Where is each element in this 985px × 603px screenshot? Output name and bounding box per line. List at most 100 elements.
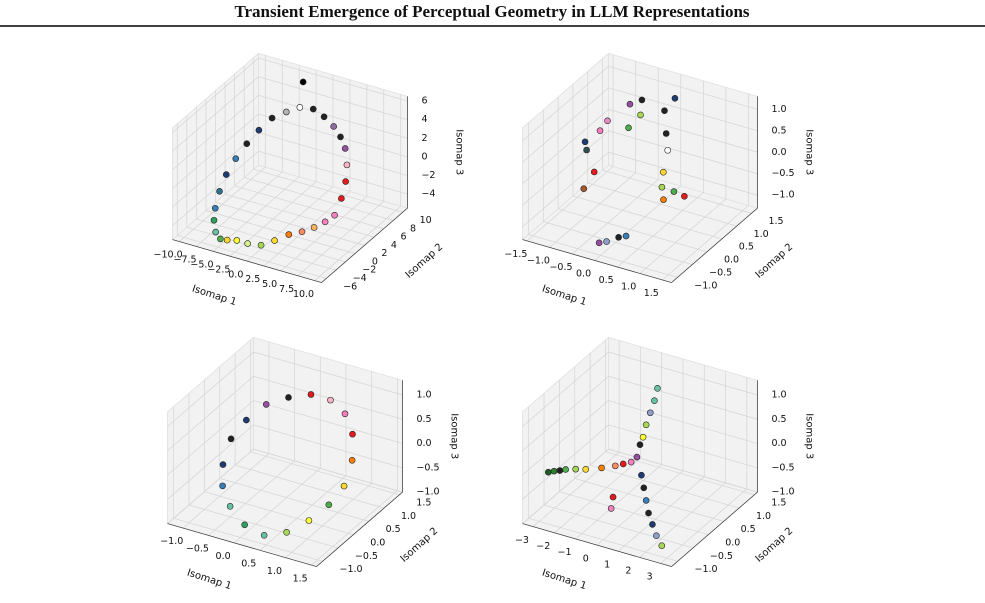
grid-line <box>575 464 662 540</box>
z-tick-label: 0.5 <box>771 414 786 425</box>
y-tick-label: 8 <box>410 223 416 234</box>
grid-line <box>234 185 384 230</box>
point <box>550 467 558 475</box>
point <box>582 465 590 473</box>
y-tick-label: 0 <box>372 256 378 267</box>
grid-line <box>258 132 408 176</box>
y-tick-label: −0.5 <box>710 551 733 562</box>
y-tick-label: 0.0 <box>724 255 739 266</box>
point <box>611 462 619 470</box>
point <box>227 435 235 443</box>
grid-line <box>522 351 609 427</box>
grid-line <box>608 65 758 110</box>
grid-line <box>205 210 356 254</box>
y-tick-label: 1.5 <box>416 498 431 509</box>
y-tick-label: 4 <box>391 240 397 251</box>
x-tick-label: 0.0 <box>228 269 243 280</box>
x-axis-label: Isomap 1 <box>541 568 588 593</box>
grid-line <box>167 400 254 476</box>
grid-line <box>258 76 408 121</box>
point <box>331 211 338 219</box>
point <box>320 113 328 121</box>
grid-line <box>258 57 408 102</box>
grid-line <box>528 517 678 562</box>
point <box>583 146 590 154</box>
point <box>338 195 345 202</box>
x-axis-line <box>167 523 317 567</box>
z-tick-label: 0 <box>421 151 427 162</box>
point <box>615 234 622 241</box>
y-tick-label: 0.5 <box>739 242 754 253</box>
grid-line <box>608 448 758 493</box>
grid-line <box>167 424 254 500</box>
x-tick-label: 1.5 <box>644 288 659 299</box>
grid-line <box>285 482 372 558</box>
y-tick-label: −0.5 <box>709 267 732 278</box>
z-tick-label: −1.0 <box>771 190 794 201</box>
grid-line <box>172 76 259 152</box>
point <box>622 232 630 240</box>
z-axis-label: Isomap 3 <box>803 413 814 459</box>
grid-line <box>618 476 705 552</box>
point <box>653 532 660 540</box>
y-tick-label: 0.5 <box>741 524 756 535</box>
grid-line <box>215 202 365 246</box>
x-tick-label: −1.0 <box>527 256 550 267</box>
point <box>633 453 641 461</box>
point <box>662 130 670 137</box>
grid-line <box>608 151 758 196</box>
point <box>243 416 250 424</box>
y-tick-label: 0.0 <box>370 537 385 548</box>
point <box>296 104 304 111</box>
point <box>330 123 337 130</box>
x-tick-label: 5.0 <box>262 279 277 290</box>
z-tick-label: 0.5 <box>771 125 786 136</box>
grid-line <box>253 351 403 396</box>
point <box>219 482 226 490</box>
point <box>651 397 658 404</box>
point <box>595 239 603 247</box>
z-tick-label: 0.5 <box>416 414 431 425</box>
y-tick-label: 1.5 <box>771 498 786 509</box>
point <box>310 224 318 231</box>
grid-line <box>526 166 614 242</box>
point <box>211 204 219 212</box>
grid-line <box>253 448 403 493</box>
y-axis-line <box>671 207 758 283</box>
grid-line <box>196 218 346 263</box>
point <box>341 145 349 152</box>
grid-line <box>258 94 408 139</box>
grid-line <box>522 424 609 500</box>
point <box>590 168 598 176</box>
x-tick-label: 2 <box>625 566 631 577</box>
x-tick-label: −1.0 <box>160 536 183 547</box>
point <box>626 100 634 108</box>
point <box>343 161 351 169</box>
point <box>305 517 313 524</box>
point <box>337 133 344 141</box>
grid-line <box>558 208 708 253</box>
point <box>636 441 644 449</box>
grid-line <box>522 66 609 142</box>
point <box>660 196 667 203</box>
grid-line <box>608 351 758 396</box>
x-tick-label: 0.5 <box>241 558 256 569</box>
y-tick-label: 1.0 <box>756 511 771 522</box>
grid-line <box>244 177 394 221</box>
y-tick-label: 1.5 <box>768 216 783 227</box>
point <box>607 505 615 512</box>
point <box>562 466 569 473</box>
point <box>299 78 307 86</box>
x-tick-label: −2.5 <box>207 264 230 275</box>
grid-line <box>172 95 259 171</box>
grid-line <box>549 172 636 248</box>
y-tick-label: −1.0 <box>695 564 718 575</box>
grid-line <box>204 491 354 536</box>
grid-line <box>224 193 375 238</box>
point <box>212 228 219 236</box>
grid-line <box>554 458 641 534</box>
z-tick-label: −1.0 <box>416 487 439 498</box>
y-tick-label: 1.0 <box>401 511 416 522</box>
